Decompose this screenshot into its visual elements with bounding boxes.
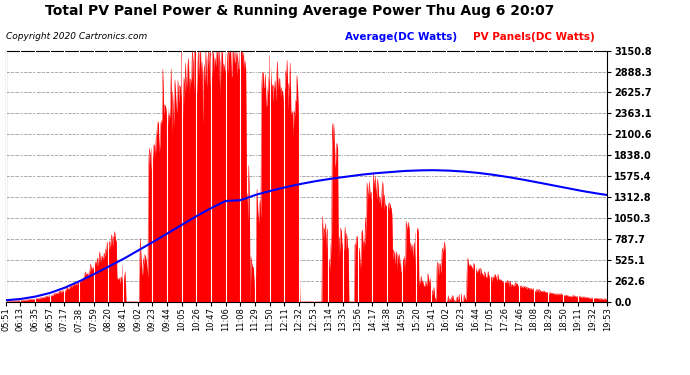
Text: PV Panels(DC Watts): PV Panels(DC Watts) — [473, 32, 594, 42]
Text: Average(DC Watts): Average(DC Watts) — [345, 32, 457, 42]
Text: Total PV Panel Power & Running Average Power Thu Aug 6 20:07: Total PV Panel Power & Running Average P… — [46, 4, 555, 18]
Text: Copyright 2020 Cartronics.com: Copyright 2020 Cartronics.com — [6, 32, 147, 41]
